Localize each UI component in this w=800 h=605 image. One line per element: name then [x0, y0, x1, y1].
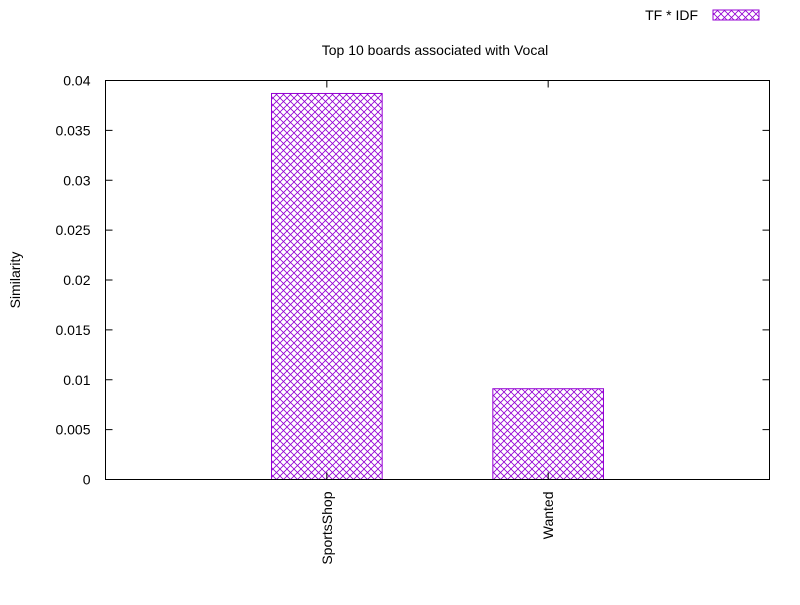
legend-swatch: [712, 9, 760, 21]
legend: TF * IDF: [645, 7, 760, 23]
bars: [271, 92, 605, 481]
legend-label: TF * IDF: [645, 7, 698, 23]
plot-frame: [105, 80, 770, 480]
y-axis: 0 0.005 0.01 0.015 0.02 0.025 0.03 0.035 0.04: [55, 73, 770, 488]
y-tick-label: 0: [83, 472, 91, 488]
y-tick-label: 0.005: [55, 422, 90, 438]
y-tick-label: 0.02: [63, 272, 90, 288]
y-axis-label: Similarity: [7, 252, 23, 309]
x-tick-label: Wanted: [540, 492, 556, 540]
y-tick-label: 0.03: [63, 172, 90, 188]
x-axis: SportsShop Wanted: [319, 80, 556, 565]
y-tick-label: 0.025: [55, 222, 90, 238]
bar-sportsshop: [271, 92, 383, 480]
bar-wanted: [492, 388, 605, 481]
chart-title: Top 10 boards associated with Vocal: [322, 42, 548, 58]
x-tick-label: SportsShop: [319, 491, 335, 564]
y-tick-label: 0.035: [55, 122, 90, 138]
y-tick-label: 0.04: [63, 73, 90, 89]
y-tick-label: 0.01: [63, 372, 90, 388]
y-tick-label: 0.015: [55, 322, 90, 338]
